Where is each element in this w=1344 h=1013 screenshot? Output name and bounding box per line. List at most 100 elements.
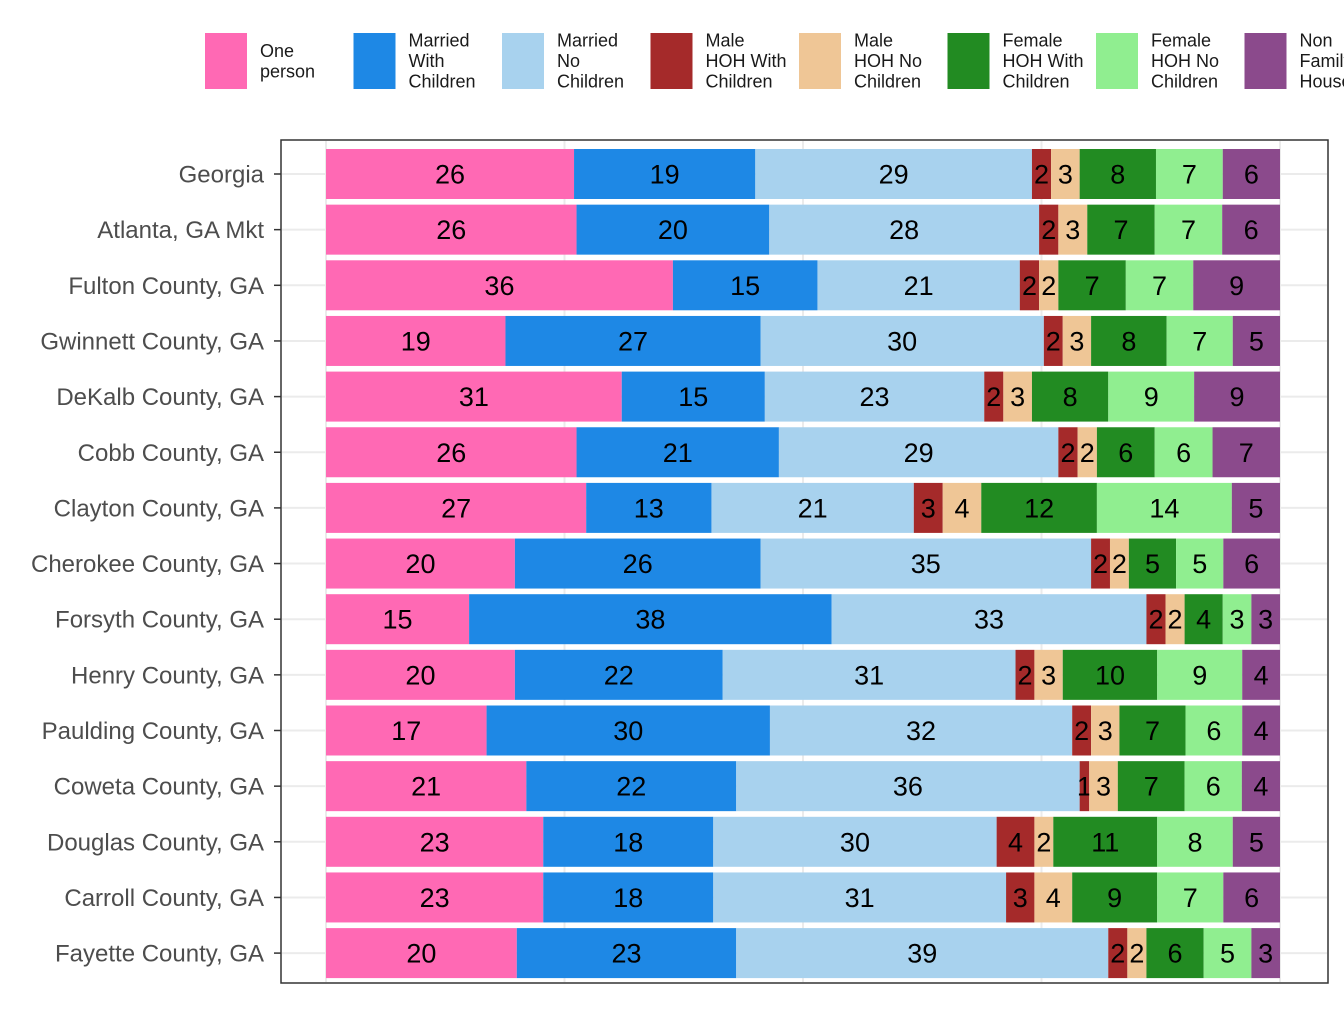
data-label: 10 — [1095, 660, 1125, 690]
y-tick-label: Fayette County, GA — [55, 941, 264, 968]
data-label: 2 — [1060, 438, 1075, 468]
data-label: 3 — [1069, 326, 1084, 356]
legend-key — [1096, 33, 1138, 89]
data-label: 22 — [616, 772, 646, 802]
data-label: 29 — [904, 438, 934, 468]
data-label: 23 — [420, 827, 450, 857]
data-label: 19 — [650, 160, 680, 190]
data-label: 2 — [1041, 271, 1056, 301]
y-tick-label: Atlanta, GA Mkt — [97, 217, 264, 244]
data-label: 9 — [1192, 660, 1207, 690]
data-label: 4 — [954, 493, 969, 523]
data-label: 5 — [1249, 326, 1264, 356]
y-tick-label: Coweta County, GA — [54, 774, 264, 801]
data-label: 7 — [1183, 883, 1198, 913]
data-label: 2 — [1112, 549, 1127, 579]
data-label: 7 — [1144, 772, 1159, 802]
y-tick-label: Paulding County, GA — [42, 718, 264, 745]
y-tick-label: Fulton County, GA — [68, 273, 264, 300]
data-label: 20 — [406, 939, 436, 969]
data-label: 21 — [411, 772, 441, 802]
data-label: 3 — [1230, 605, 1245, 635]
legend-key — [502, 33, 544, 89]
data-label: 7 — [1113, 215, 1128, 245]
data-label: 27 — [618, 326, 648, 356]
data-label: 2 — [1093, 549, 1108, 579]
data-label: 3 — [1041, 660, 1056, 690]
data-label: 3 — [1013, 883, 1028, 913]
y-tick-label: DeKalb County, GA — [56, 384, 264, 411]
data-label: 14 — [1149, 493, 1179, 523]
data-label: 5 — [1192, 549, 1207, 579]
data-label: 3 — [1058, 160, 1073, 190]
data-label: 15 — [383, 605, 413, 635]
data-label: 2 — [1017, 660, 1032, 690]
data-label: 26 — [435, 160, 465, 190]
legend-key — [205, 33, 247, 89]
data-label: 4 — [1046, 883, 1061, 913]
data-label: 2 — [1041, 215, 1056, 245]
data-label: 6 — [1244, 883, 1259, 913]
data-label: 5 — [1145, 549, 1160, 579]
data-label: 15 — [678, 382, 708, 412]
data-label: 3 — [921, 493, 936, 523]
data-label: 20 — [405, 660, 435, 690]
data-label: 3 — [1010, 382, 1025, 412]
data-label: 3 — [1098, 716, 1113, 746]
data-label: 8 — [1063, 382, 1078, 412]
data-label: 9 — [1107, 883, 1122, 913]
data-label: 30 — [887, 326, 917, 356]
data-label: 7 — [1145, 716, 1160, 746]
data-label: 9 — [1229, 271, 1244, 301]
data-label: 19 — [401, 326, 431, 356]
data-label: 18 — [613, 883, 643, 913]
data-label: 2 — [986, 382, 1001, 412]
data-label: 2 — [1129, 939, 1144, 969]
data-label: 5 — [1248, 493, 1263, 523]
data-label: 21 — [904, 271, 934, 301]
data-label: 26 — [436, 438, 466, 468]
data-label: 31 — [459, 382, 489, 412]
data-label: 6 — [1168, 939, 1183, 969]
data-label: 3 — [1258, 939, 1273, 969]
legend-key — [651, 33, 693, 89]
data-label: 26 — [436, 215, 466, 245]
y-tick-label: Clayton County, GA — [54, 495, 264, 522]
data-label: 4 — [1254, 660, 1269, 690]
data-label: 20 — [658, 215, 688, 245]
data-label: 3 — [1096, 772, 1111, 802]
y-tick-label: Georgia — [179, 162, 265, 189]
data-label: 6 — [1244, 549, 1259, 579]
data-label: 2 — [1148, 605, 1163, 635]
data-label: 15 — [730, 271, 760, 301]
data-label: 32 — [906, 716, 936, 746]
data-label: 6 — [1244, 215, 1259, 245]
legend-key — [1245, 33, 1287, 89]
data-label: 17 — [391, 716, 421, 746]
y-tick-label: Forsyth County, GA — [55, 607, 264, 634]
legend-key — [799, 33, 841, 89]
data-label: 35 — [911, 549, 941, 579]
data-label: 7 — [1085, 271, 1100, 301]
data-label: 9 — [1230, 382, 1245, 412]
